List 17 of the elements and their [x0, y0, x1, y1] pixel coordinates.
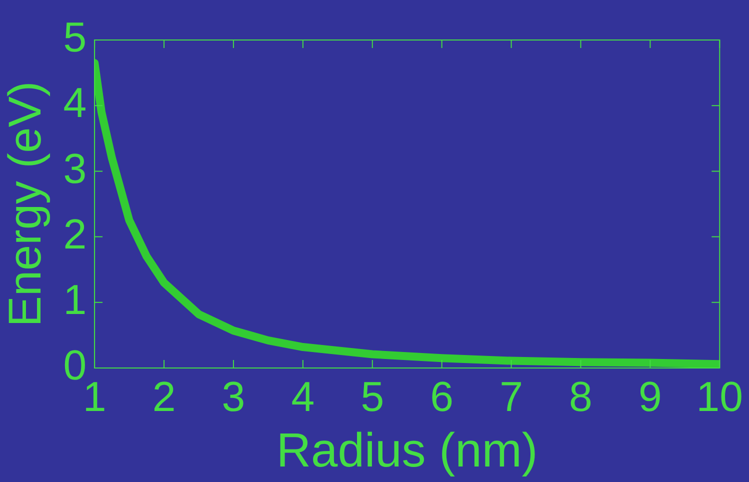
x-tick-label: 3 — [222, 372, 246, 420]
y-tick-label: 1 — [63, 276, 87, 323]
x-tick-label: 5 — [360, 372, 384, 420]
x-tick-label: 10 — [696, 372, 743, 420]
y-tick-label: 2 — [63, 210, 87, 258]
x-tick-label: 9 — [638, 372, 662, 420]
x-tick-label: 4 — [291, 372, 315, 420]
x-tick-label: 8 — [569, 372, 592, 420]
y-axis-title: Energy (eV) — [0, 81, 50, 327]
y-tick-label: 4 — [63, 79, 87, 126]
y-tick-label: 0 — [63, 342, 87, 389]
y-tick-label: 5 — [63, 14, 87, 61]
y-tick-label: 3 — [63, 144, 87, 192]
x-tick-label: 7 — [500, 372, 523, 420]
x-tick-label: 6 — [430, 372, 454, 420]
x-axis-title: Radius (nm) — [276, 424, 538, 478]
x-tick-label: 2 — [152, 372, 176, 420]
